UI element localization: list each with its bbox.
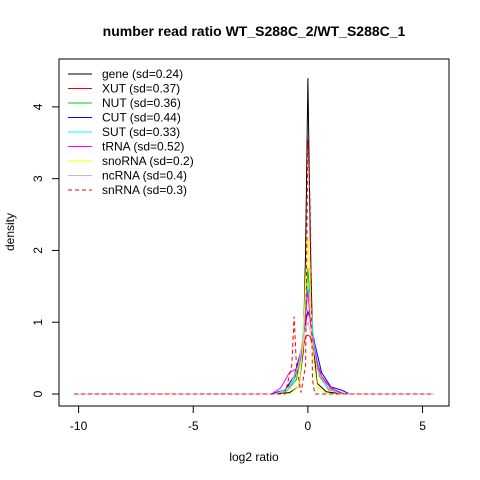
x-axis: -10 -5 0 5: [70, 405, 426, 433]
legend: gene (sd=0.24)XUT (sd=0.37)NUT (sd=0.36)…: [68, 67, 194, 197]
chart-title: number read ratio WT_S288C_2/WT_S288C_1: [103, 23, 406, 39]
legend-entry: gene (sd=0.24): [102, 67, 183, 81]
legend-entry: SUT (sd=0.33): [102, 125, 180, 139]
series-line-1: [74, 334, 434, 395]
series-line-4: [74, 286, 434, 395]
x-tick-label: 0: [305, 419, 312, 433]
legend-entry: XUT (sd=0.37): [102, 82, 180, 96]
series-line-7: [74, 320, 434, 395]
x-tick-label: -5: [188, 419, 199, 433]
x-axis-label: log2 ratio: [229, 450, 279, 464]
legend-entry: snRNA (sd=0.3): [102, 183, 187, 197]
series-line-2: [74, 268, 434, 395]
series-line-0: [74, 78, 434, 395]
y-tick-label: 3: [31, 175, 45, 182]
legend-entry: ncRNA (sd=0.4): [102, 169, 187, 183]
legend-entry: tRNA (sd=0.52): [102, 140, 184, 154]
y-tick-label: 1: [31, 319, 45, 326]
y-tick-label: 4: [31, 103, 45, 110]
series-line-8: [74, 139, 434, 395]
y-tick-label: 0: [31, 390, 45, 397]
x-tick-label: -10: [70, 419, 88, 433]
y-axis-label: density: [3, 213, 17, 251]
series-line-5: [74, 289, 434, 395]
y-tick-label: 2: [31, 247, 45, 254]
x-tick-label: 5: [419, 419, 426, 433]
plot-area: [74, 78, 434, 395]
y-axis: 0 1 2 3 4: [31, 103, 60, 397]
legend-entry: snoRNA (sd=0.2): [102, 154, 194, 168]
legend-entry: CUT (sd=0.44): [102, 111, 181, 125]
series-line-6: [74, 236, 434, 395]
legend-entry: NUT (sd=0.36): [102, 96, 181, 110]
series-line-3: [74, 309, 434, 395]
